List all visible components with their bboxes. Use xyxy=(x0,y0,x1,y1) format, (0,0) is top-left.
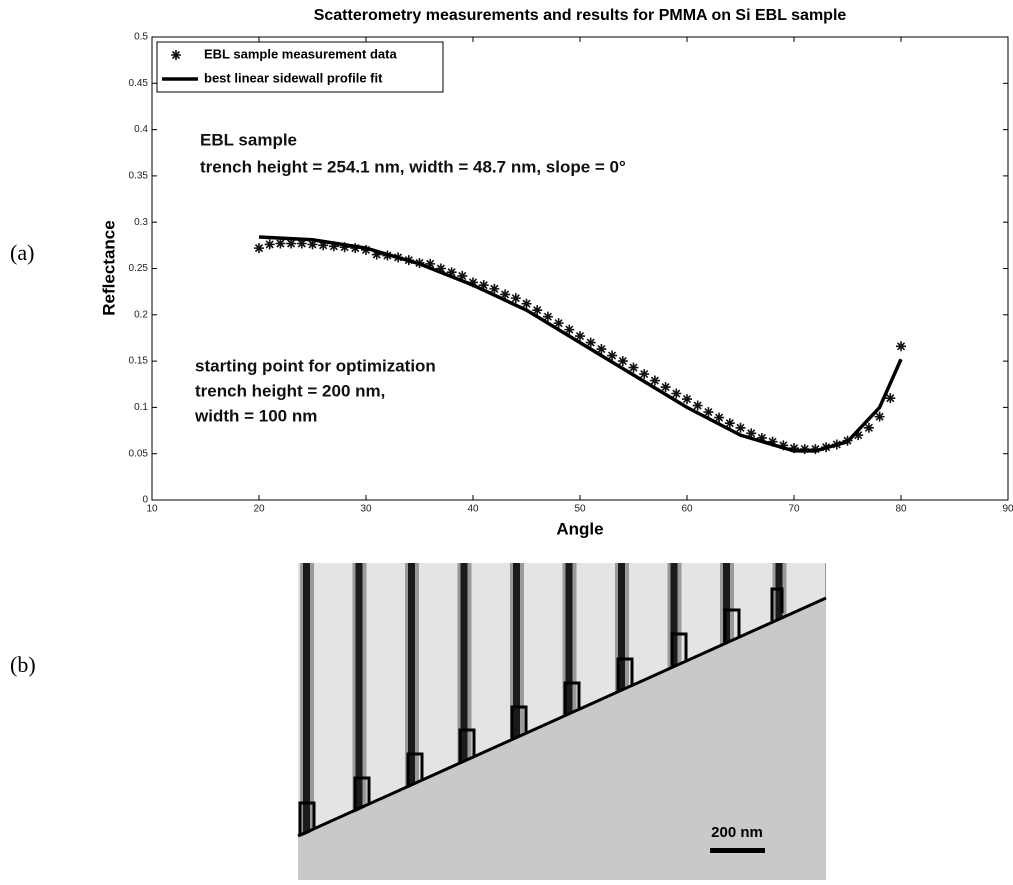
y-tick-label: 0.35 xyxy=(129,171,149,182)
x-tick-label: 30 xyxy=(360,504,372,515)
star-marker xyxy=(339,242,350,253)
y-tick-label: 0.2 xyxy=(134,309,148,320)
star-marker xyxy=(799,444,810,455)
x-tick-label: 10 xyxy=(146,504,158,515)
fit-line xyxy=(258,235,903,453)
star-marker xyxy=(789,443,799,454)
star-marker xyxy=(361,244,371,255)
star-marker xyxy=(575,331,585,342)
star-marker xyxy=(607,350,618,361)
panel-label: (a) xyxy=(10,240,34,265)
x-axis-label: Angle xyxy=(556,519,603,538)
star-marker xyxy=(853,430,864,441)
annotation: width = 100 nm xyxy=(194,406,317,425)
star-marker xyxy=(553,318,564,329)
y-tick-label: 0 xyxy=(142,495,148,506)
star-marker xyxy=(767,436,778,447)
x-tick-label: 80 xyxy=(895,504,907,515)
star-marker xyxy=(307,239,318,250)
star-marker xyxy=(639,369,650,380)
x-tick-label: 50 xyxy=(574,504,586,515)
star-marker xyxy=(264,239,275,250)
star-marker xyxy=(682,394,692,405)
star-marker xyxy=(617,356,628,367)
star-marker xyxy=(863,422,874,433)
y-tick-label: 0.4 xyxy=(134,124,148,135)
y-tick-label: 0.3 xyxy=(134,217,148,228)
star-marker xyxy=(778,440,789,451)
annotation: trench height = 200 nm, xyxy=(195,381,385,400)
star-marker xyxy=(660,382,671,393)
y-tick-label: 0.45 xyxy=(129,78,149,89)
star-marker xyxy=(735,422,746,433)
star-marker xyxy=(649,375,660,386)
y-tick-label: 0.25 xyxy=(129,263,149,274)
star-marker xyxy=(371,249,382,260)
y-tick-label: 0.05 xyxy=(129,448,149,459)
star-marker xyxy=(457,270,468,281)
star-marker xyxy=(756,432,767,443)
y-axis-label: Reflectance xyxy=(99,220,118,315)
plot-area xyxy=(151,36,1009,501)
legend-marker xyxy=(171,50,181,60)
star-marker xyxy=(478,280,489,291)
star-marker xyxy=(510,293,521,304)
star-marker xyxy=(596,344,607,355)
star-marker xyxy=(489,283,500,294)
legend-label: best linear sidewall profile fit xyxy=(204,70,383,85)
annotation: trench height = 254.1 nm, width = 48.7 n… xyxy=(200,157,626,176)
star-marker xyxy=(746,428,757,439)
star-marker xyxy=(425,258,436,269)
star-marker xyxy=(532,305,543,316)
sem-image: 200 nm xyxy=(297,563,827,880)
star-marker xyxy=(885,393,896,404)
star-marker xyxy=(714,412,725,423)
star-marker xyxy=(328,241,339,252)
x-tick-label: 90 xyxy=(1002,504,1013,515)
star-marker xyxy=(254,243,264,254)
y-tick-label: 0.1 xyxy=(134,402,148,413)
star-marker xyxy=(671,388,682,399)
star-marker xyxy=(521,298,532,309)
star-marker xyxy=(500,289,511,300)
substrate xyxy=(298,598,826,880)
star-marker xyxy=(585,337,596,348)
x-tick-label: 70 xyxy=(788,504,800,515)
star-marker xyxy=(542,311,553,322)
y-tick-label: 0.5 xyxy=(134,32,148,43)
star-marker xyxy=(318,240,329,251)
chart-title: Scatterometry measurements and results f… xyxy=(314,7,847,24)
star-marker xyxy=(703,407,714,418)
legend-label: EBL sample measurement data xyxy=(204,46,397,61)
y-tick-label: 0.15 xyxy=(129,356,149,367)
star-marker xyxy=(435,263,446,274)
star-marker xyxy=(296,238,307,249)
x-tick-label: 20 xyxy=(253,504,265,515)
star-marker xyxy=(275,238,286,249)
star-marker xyxy=(724,418,735,429)
star-marker xyxy=(564,324,575,335)
star-marker xyxy=(692,400,703,411)
star-marker xyxy=(896,341,906,352)
x-tick-label: 60 xyxy=(681,504,693,515)
profile-overlay xyxy=(297,587,827,838)
panel-label: (b) xyxy=(10,652,36,677)
star-marker xyxy=(810,444,821,455)
legend-box xyxy=(156,41,444,93)
scale-bar-label: 200 nm xyxy=(711,824,763,841)
annotation: EBL sample xyxy=(200,130,297,149)
x-tick-label: 40 xyxy=(467,504,479,515)
star-marker xyxy=(468,277,478,288)
star-marker xyxy=(874,411,885,422)
scale-bar xyxy=(710,848,765,853)
annotation: starting point for optimization xyxy=(195,356,436,375)
star-marker xyxy=(628,362,639,373)
star-marker xyxy=(286,238,297,249)
star-marker xyxy=(446,267,457,278)
